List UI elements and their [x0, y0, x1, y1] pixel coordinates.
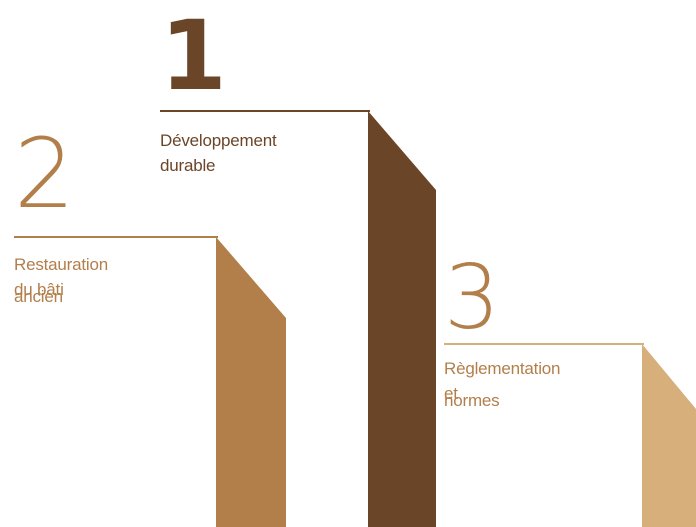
step-3-rule — [444, 343, 644, 345]
step-1-pillar — [368, 111, 436, 527]
step-2-label-line1: Restauration du bâti — [14, 255, 108, 299]
step-3-pillar — [642, 344, 696, 527]
step-2-rule — [14, 236, 218, 238]
step-2-label-line2: ancien — [14, 287, 63, 306]
step-3-label-line2: normes — [444, 391, 500, 410]
step-3-number: 3 — [444, 246, 500, 349]
step-2-pillar — [216, 237, 286, 527]
step-1-label: Développement durable — [160, 131, 277, 175]
step-3-label-line1: Règlementation et — [444, 359, 561, 403]
step-1-rule — [160, 110, 370, 112]
step-1-number: 1 — [160, 0, 227, 112]
step-2-number: 2 — [14, 118, 76, 230]
